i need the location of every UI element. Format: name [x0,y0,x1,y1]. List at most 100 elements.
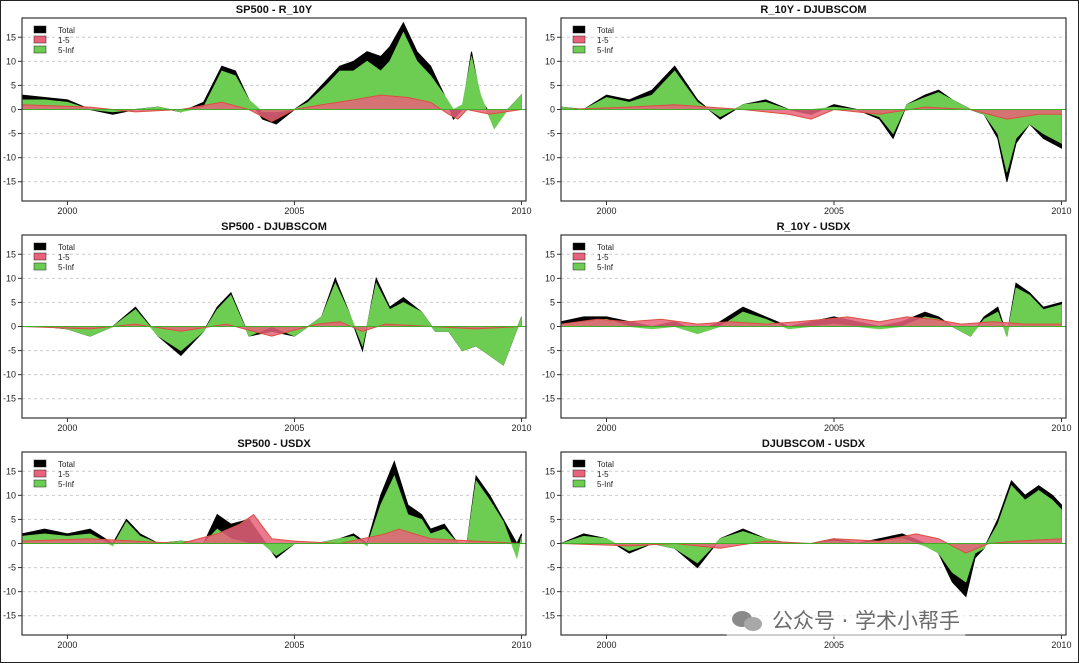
y-tick-label: -15 [3,611,16,621]
x-tick-label: 2010 [1051,423,1071,433]
series-total-area [561,479,1062,598]
x-tick-label: 2005 [824,206,844,216]
legend-label: 1-5 [58,470,70,479]
series-1-5-line [561,533,1062,554]
y-tick-label: -5 [8,563,16,573]
plot-area [22,276,526,366]
series-1-5-area [561,104,1062,120]
chart-panel-2: R_10Y - DJUBSCOM 15 10 5 0 -5 -10 -15 2000 2005 20… [542,4,1071,216]
chart-panel-5: SP500 - USDX 15 10 5 0 -5 -10 -15 2000 2005 2010 To… [3,438,531,650]
legend-label: 5-Inf [597,480,614,489]
plot-frame [560,17,1067,202]
x-tick-label: 2000 [57,640,77,650]
y-tick-label: 10 [6,273,16,283]
y-tick-label: 0 [550,322,555,332]
series-1-5-line [561,316,1062,325]
series-1-5-area [22,95,522,122]
y-tick-label: 5 [550,80,555,90]
x-tick-label: 2010 [511,206,531,216]
y-tick-label: 0 [550,539,555,549]
y-tick-label: -10 [3,587,16,597]
plot-area [561,65,1066,182]
legend-swatch-total [572,242,586,251]
chart-panel-1: SP500 - R_10Y 15 10 5 0 -5 -10 -15 2000 2005 2010 T… [3,4,531,216]
legend-label: Total [597,460,614,469]
y-tick-label: 10 [545,56,555,66]
plot-area [22,21,526,130]
series-5-inf-area [561,70,1062,173]
legend-swatch-1-5 [33,469,47,478]
x-tick-label: 2005 [284,423,304,433]
legend-swatch-total [572,459,586,468]
legend-label: 5-Inf [58,263,75,272]
legend-label: 1-5 [58,36,70,45]
chart-panel-4: R_10Y - USDX 15 10 5 0 -5 -10 -15 2000 2005 2010 To… [542,221,1071,433]
y-tick-label: -5 [8,346,16,356]
legend-label: 1-5 [58,253,70,262]
legend-swatch-5-inf [572,262,586,271]
x-tick-label: 2000 [596,423,616,433]
y-tick-label: 5 [11,297,16,307]
series-5-inf-area [22,475,522,560]
series-total-area [561,282,1062,337]
legend-swatch-5-inf [33,45,47,54]
legend-label: 1-5 [597,36,609,45]
x-tick-label: 2000 [57,423,77,433]
y-tick-label: 10 [545,273,555,283]
y-tick-label: -15 [3,177,16,187]
x-tick-label: 2005 [284,206,304,216]
plot-frame [560,234,1067,419]
legend-swatch-total [572,25,586,34]
series-1-5-area [561,316,1062,327]
y-tick-label: -10 [542,587,555,597]
chart-title: SP500 - DJUBSCOM [221,221,327,233]
legend-swatch-5-inf [33,479,47,488]
y-tick-label: -10 [3,153,16,163]
legend-swatch-total [33,459,47,468]
legend-swatch-5-inf [572,45,586,54]
legend-label: Total [58,26,75,35]
y-tick-label: -5 [547,346,555,356]
y-tick-label: -15 [542,611,555,621]
series-total-area [561,65,1062,182]
x-tick-label: 2010 [1051,640,1071,650]
x-tick-label: 2000 [596,640,616,650]
legend-swatch-5-inf [33,262,47,271]
watermark: 公众号 · 学术小帮手 [726,603,967,637]
plot-area [561,282,1066,338]
y-tick-label: 10 [6,490,16,500]
series-5-inf-area [22,282,522,366]
legend-label: Total [597,243,614,252]
legend-swatch-1-5 [572,469,586,478]
chart-panel-3: SP500 - DJUBSCOM 15 10 5 0 -5 -10 -15 2000 2005 20… [3,221,531,433]
y-tick-label: 15 [545,249,555,259]
x-tick-label: 2000 [596,206,616,216]
legend-swatch-1-5 [33,35,47,44]
series-total-area [22,276,522,366]
y-tick-label: -15 [3,394,16,404]
watermark-text: 公众号 · 学术小帮手 [772,609,961,633]
series-1-5-line [22,513,522,545]
y-tick-label: 0 [11,539,16,549]
y-tick-label: 5 [550,297,555,307]
x-tick-label: 2010 [511,423,531,433]
x-tick-label: 2010 [511,640,531,650]
y-tick-label: 15 [6,466,16,476]
chart-title: SP500 - R_10Y [236,4,313,16]
series-5-inf-area [561,287,1062,338]
legend-swatch-total [33,242,47,251]
x-tick-label: 2005 [824,423,844,433]
legend-label: Total [58,243,75,252]
y-tick-label: 15 [545,466,555,476]
chart-title: DJUBSCOM - USDX [762,438,866,450]
y-tick-label: 0 [11,105,16,115]
wechat-icon [732,607,766,633]
y-tick-label: -15 [542,394,555,404]
y-tick-label: -10 [3,370,16,380]
legend-swatch-1-5 [33,252,47,261]
plot-area [561,479,1066,598]
series-1-5-area [22,321,522,337]
y-tick-label: -5 [547,563,555,573]
y-tick-label: -5 [8,129,16,139]
